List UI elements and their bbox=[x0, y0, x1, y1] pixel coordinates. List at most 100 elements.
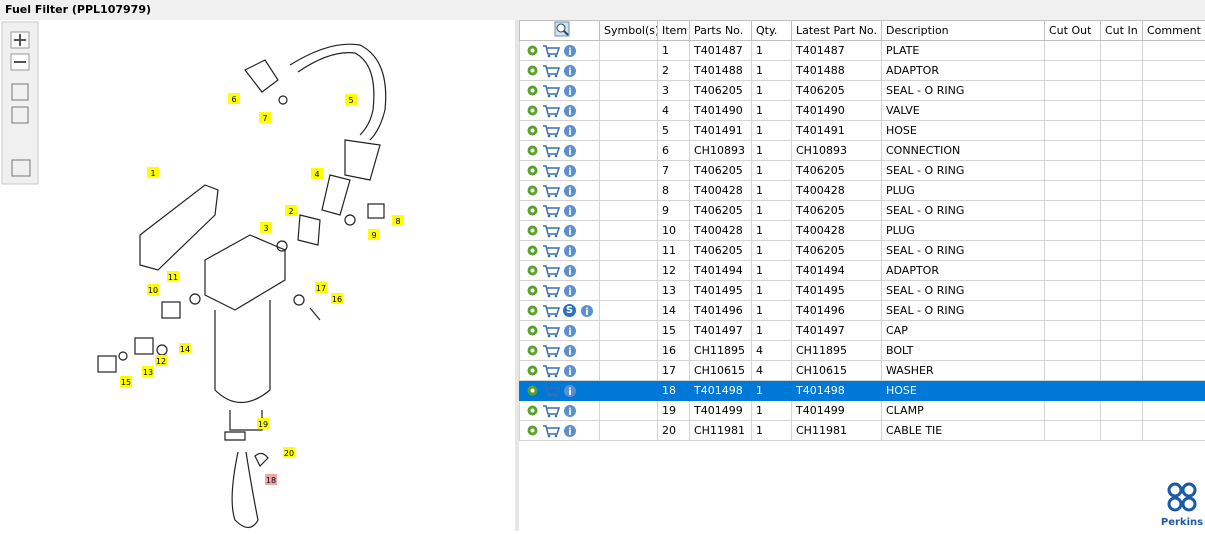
row-actions[interactable]: i bbox=[520, 201, 600, 221]
callout-label[interactable]: 1 bbox=[150, 169, 155, 178]
gear-icon[interactable] bbox=[526, 204, 539, 217]
gear-icon[interactable] bbox=[526, 344, 539, 357]
column-header[interactable]: Symbol(s) bbox=[600, 21, 658, 41]
gear-icon[interactable] bbox=[526, 104, 539, 117]
cart-icon[interactable] bbox=[542, 144, 560, 158]
cart-icon[interactable] bbox=[542, 364, 560, 378]
gear-icon[interactable] bbox=[526, 404, 539, 417]
cart-icon[interactable] bbox=[542, 44, 560, 58]
column-header[interactable]: Description bbox=[882, 21, 1045, 41]
row-actions[interactable]: i bbox=[520, 241, 600, 261]
cart-icon[interactable] bbox=[542, 284, 560, 298]
gear-icon[interactable] bbox=[526, 284, 539, 297]
row-actions[interactable]: i bbox=[520, 101, 600, 121]
gear-icon[interactable] bbox=[526, 144, 539, 157]
cart-icon[interactable] bbox=[542, 64, 560, 78]
gear-icon[interactable] bbox=[526, 224, 539, 237]
callout-label[interactable]: 7 bbox=[262, 114, 267, 123]
callout-label[interactable]: 10 bbox=[148, 286, 158, 295]
gear-icon[interactable] bbox=[526, 44, 539, 57]
row-actions[interactable]: i bbox=[520, 401, 600, 421]
cart-icon[interactable] bbox=[542, 424, 560, 438]
info-icon[interactable]: i bbox=[563, 384, 577, 398]
info-icon[interactable]: i bbox=[563, 324, 577, 338]
cart-icon[interactable] bbox=[542, 164, 560, 178]
cart-icon[interactable] bbox=[542, 84, 560, 98]
symbol-badge[interactable]: S bbox=[563, 304, 576, 317]
callout-label[interactable]: 5 bbox=[348, 96, 353, 105]
callout-label[interactable]: 6 bbox=[231, 95, 236, 104]
row-actions[interactable]: i bbox=[520, 81, 600, 101]
gear-icon[interactable] bbox=[526, 164, 539, 177]
column-header[interactable]: Comment bbox=[1143, 21, 1205, 41]
gear-icon[interactable] bbox=[526, 124, 539, 137]
cart-icon[interactable] bbox=[542, 264, 560, 278]
row-actions[interactable]: i bbox=[520, 121, 600, 141]
cart-icon[interactable] bbox=[542, 344, 560, 358]
callout-label[interactable]: 17 bbox=[316, 284, 326, 293]
info-icon[interactable]: i bbox=[563, 424, 577, 438]
cart-icon[interactable] bbox=[542, 124, 560, 138]
column-header[interactable]: Latest Part No. bbox=[792, 21, 882, 41]
cart-icon[interactable] bbox=[542, 184, 560, 198]
row-actions[interactable]: i bbox=[520, 141, 600, 161]
cart-icon[interactable] bbox=[542, 204, 560, 218]
column-header[interactable]: Cut In bbox=[1101, 21, 1143, 41]
info-icon[interactable]: i bbox=[563, 364, 577, 378]
gear-icon[interactable] bbox=[526, 264, 539, 277]
cart-icon[interactable] bbox=[542, 384, 560, 398]
callout-label[interactable]: 13 bbox=[143, 368, 153, 377]
row-actions[interactable]: i bbox=[520, 161, 600, 181]
row-actions[interactable]: i bbox=[520, 421, 600, 441]
row-actions[interactable]: i bbox=[520, 41, 600, 61]
info-icon[interactable]: i bbox=[563, 204, 577, 218]
callout-label[interactable]: 12 bbox=[156, 357, 166, 366]
info-icon[interactable]: i bbox=[563, 144, 577, 158]
gear-icon[interactable] bbox=[526, 384, 539, 397]
cart-icon[interactable] bbox=[542, 404, 560, 418]
info-icon[interactable]: i bbox=[563, 164, 577, 178]
cart-icon[interactable] bbox=[542, 244, 560, 258]
info-icon[interactable]: i bbox=[563, 284, 577, 298]
callout-label[interactable]: 19 bbox=[258, 420, 268, 429]
gear-icon[interactable] bbox=[526, 364, 539, 377]
row-actions[interactable]: i bbox=[520, 361, 600, 381]
row-actions[interactable]: i bbox=[520, 281, 600, 301]
callout-label[interactable]: 8 bbox=[395, 217, 400, 226]
cart-icon[interactable] bbox=[542, 104, 560, 118]
info-icon[interactable]: i bbox=[563, 404, 577, 418]
column-header[interactable]: Item bbox=[658, 21, 690, 41]
callout-label[interactable]: 2 bbox=[288, 207, 293, 216]
gear-icon[interactable] bbox=[526, 84, 539, 97]
callout-label[interactable]: 3 bbox=[263, 224, 268, 233]
callout-label[interactable]: 14 bbox=[180, 345, 190, 354]
gear-icon[interactable] bbox=[526, 324, 539, 337]
callout-label[interactable]: 20 bbox=[284, 449, 294, 458]
column-header[interactable]: Qty. bbox=[752, 21, 792, 41]
row-actions[interactable]: i bbox=[520, 381, 600, 401]
row-actions[interactable]: i bbox=[520, 221, 600, 241]
row-actions[interactable]: i bbox=[520, 261, 600, 281]
info-icon[interactable]: i bbox=[563, 224, 577, 238]
info-icon[interactable]: i bbox=[563, 124, 577, 138]
column-header[interactable]: Parts No. bbox=[690, 21, 752, 41]
